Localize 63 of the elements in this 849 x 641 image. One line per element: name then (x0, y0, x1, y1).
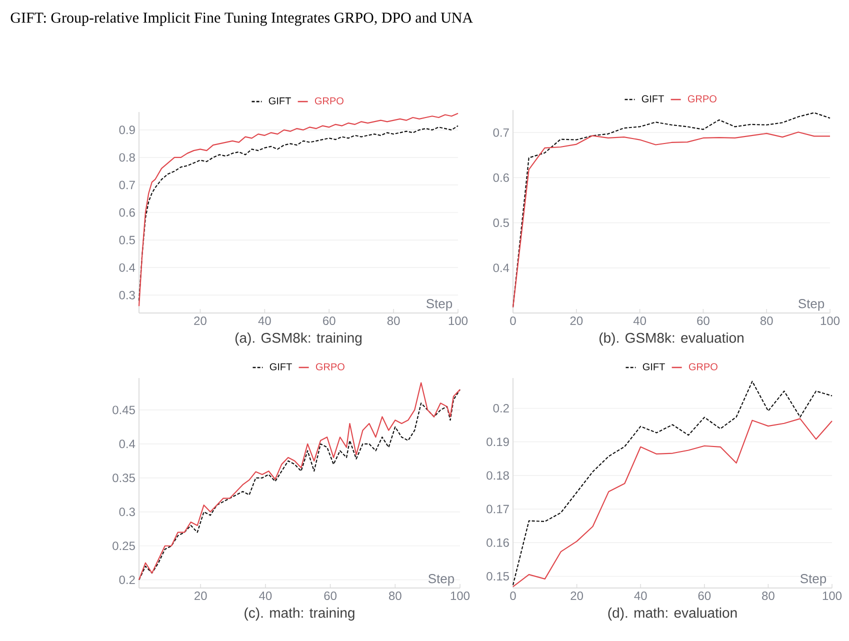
x-axis-title: Step (428, 574, 454, 586)
y-tick-label: 0.3 (119, 290, 135, 300)
x-tick-label: 100 (822, 592, 842, 600)
legend-label: GIFT (270, 363, 292, 370)
x-tick-label: 100 (448, 316, 468, 326)
y-tick-label: 0.4 (493, 264, 510, 272)
x-tick-label: 40 (258, 316, 271, 326)
x-tick-label: 40 (259, 592, 272, 600)
y-tick-label: 0.17 (486, 504, 509, 514)
x-tick-label: 60 (324, 592, 337, 600)
x-tick-label: 80 (760, 316, 773, 326)
x-tick-label: 60 (323, 316, 336, 326)
x-tick-label: 20 (194, 592, 207, 600)
y-tick-label: 0.19 (486, 438, 509, 446)
x-tick-label: 60 (698, 592, 711, 600)
x-tick-label: 80 (388, 592, 402, 600)
y-tick-label: 0.2 (493, 404, 509, 412)
x-tick-label: 20 (570, 316, 583, 326)
text: (d). math: evaluation (608, 608, 737, 621)
y-tick-label: 0.15 (486, 572, 509, 580)
y-tick-label: 0.18 (486, 471, 509, 480)
y-tick-label: 0.8 (119, 153, 135, 162)
x-tick-label: 0 (510, 592, 516, 600)
y-tick-label: 0.5 (119, 236, 135, 244)
y-tick-label: 0.2 (119, 576, 135, 584)
y-tick-label: 0.16 (486, 538, 509, 547)
text: (a). GSM8k: training (235, 332, 362, 346)
legend-label: GIFT (642, 95, 664, 102)
x-tick-label: 60 (697, 316, 710, 326)
x-axis-title: Step (426, 299, 452, 311)
legend-label: GIFT (268, 97, 291, 104)
legend-label: GRPO (688, 363, 718, 370)
x-tick-label: 40 (634, 592, 647, 600)
x-tick-label: 20 (194, 316, 206, 326)
legend-label: GRPO (314, 97, 344, 104)
legend-label: GIFT (642, 363, 665, 370)
y-tick-label: 0.6 (493, 173, 509, 182)
y-tick-label: 0.3 (119, 508, 135, 516)
y-tick-label: 0.6 (119, 208, 135, 217)
y-tick-label: 0.7 (493, 128, 509, 137)
y-tick-label: 0.4 (119, 263, 136, 272)
x-tick-label: 80 (762, 592, 774, 600)
x-axis-title: Step (798, 299, 824, 311)
x-axis-title: Step (800, 574, 826, 586)
x-tick-label: 40 (633, 316, 646, 326)
text: (c). math: training (244, 608, 354, 621)
x-tick-label: 100 (450, 592, 470, 600)
x-tick-label: 0 (510, 316, 516, 326)
text: (b). GSM8k: evaluation (599, 332, 744, 346)
x-tick-label: 80 (387, 316, 400, 326)
y-tick-label: 0.7 (119, 180, 135, 190)
y-tick-label: 0.9 (119, 126, 135, 134)
legend-label: GRPO (688, 95, 716, 102)
x-tick-label: 20 (570, 592, 584, 600)
y-tick-label: 0.35 (112, 474, 135, 482)
y-tick-label: 0.45 (112, 406, 135, 414)
y-tick-label: 0.25 (112, 542, 135, 550)
legend-label: GRPO (316, 363, 344, 370)
y-tick-label: 0.4 (119, 440, 136, 448)
text: GIFT: Group-relative Implicit Fine Tuning Integrates GRPO, DPO and UNA (10, 12, 473, 26)
line-series (512, 380, 833, 586)
y-tick-label: 0.5 (493, 218, 509, 228)
x-tick-label: 100 (820, 316, 840, 326)
